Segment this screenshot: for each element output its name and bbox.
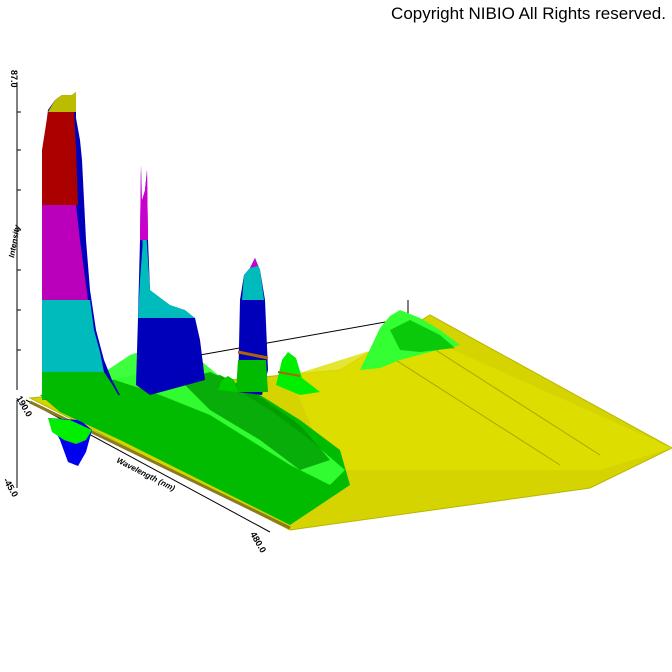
main-peak — [42, 92, 120, 400]
z-ticks — [17, 111, 21, 351]
back-edge-line — [199, 317, 409, 356]
small-ridge-238 — [218, 376, 238, 392]
second-peak — [136, 165, 205, 395]
negative-lobe-green — [48, 418, 92, 444]
surface-floor-shade — [290, 335, 672, 470]
floor-stripe-2 — [419, 339, 601, 456]
floor-stripe-3 — [379, 349, 561, 466]
ridge-282-stripe — [277, 371, 301, 377]
x-end-tick-label: 480.0 — [248, 530, 268, 555]
third-peak — [236, 258, 269, 395]
ridge-282 — [276, 352, 320, 395]
green-ridge-dark — [180, 372, 330, 470]
z-axis-title: Intensity — [7, 224, 22, 259]
back-ridge-shadow — [390, 320, 455, 352]
copyright-notice: Copyright NIBIO All Rights reserved. — [391, 4, 666, 23]
z-max-tick-label: 87.0 — [9, 70, 19, 88]
